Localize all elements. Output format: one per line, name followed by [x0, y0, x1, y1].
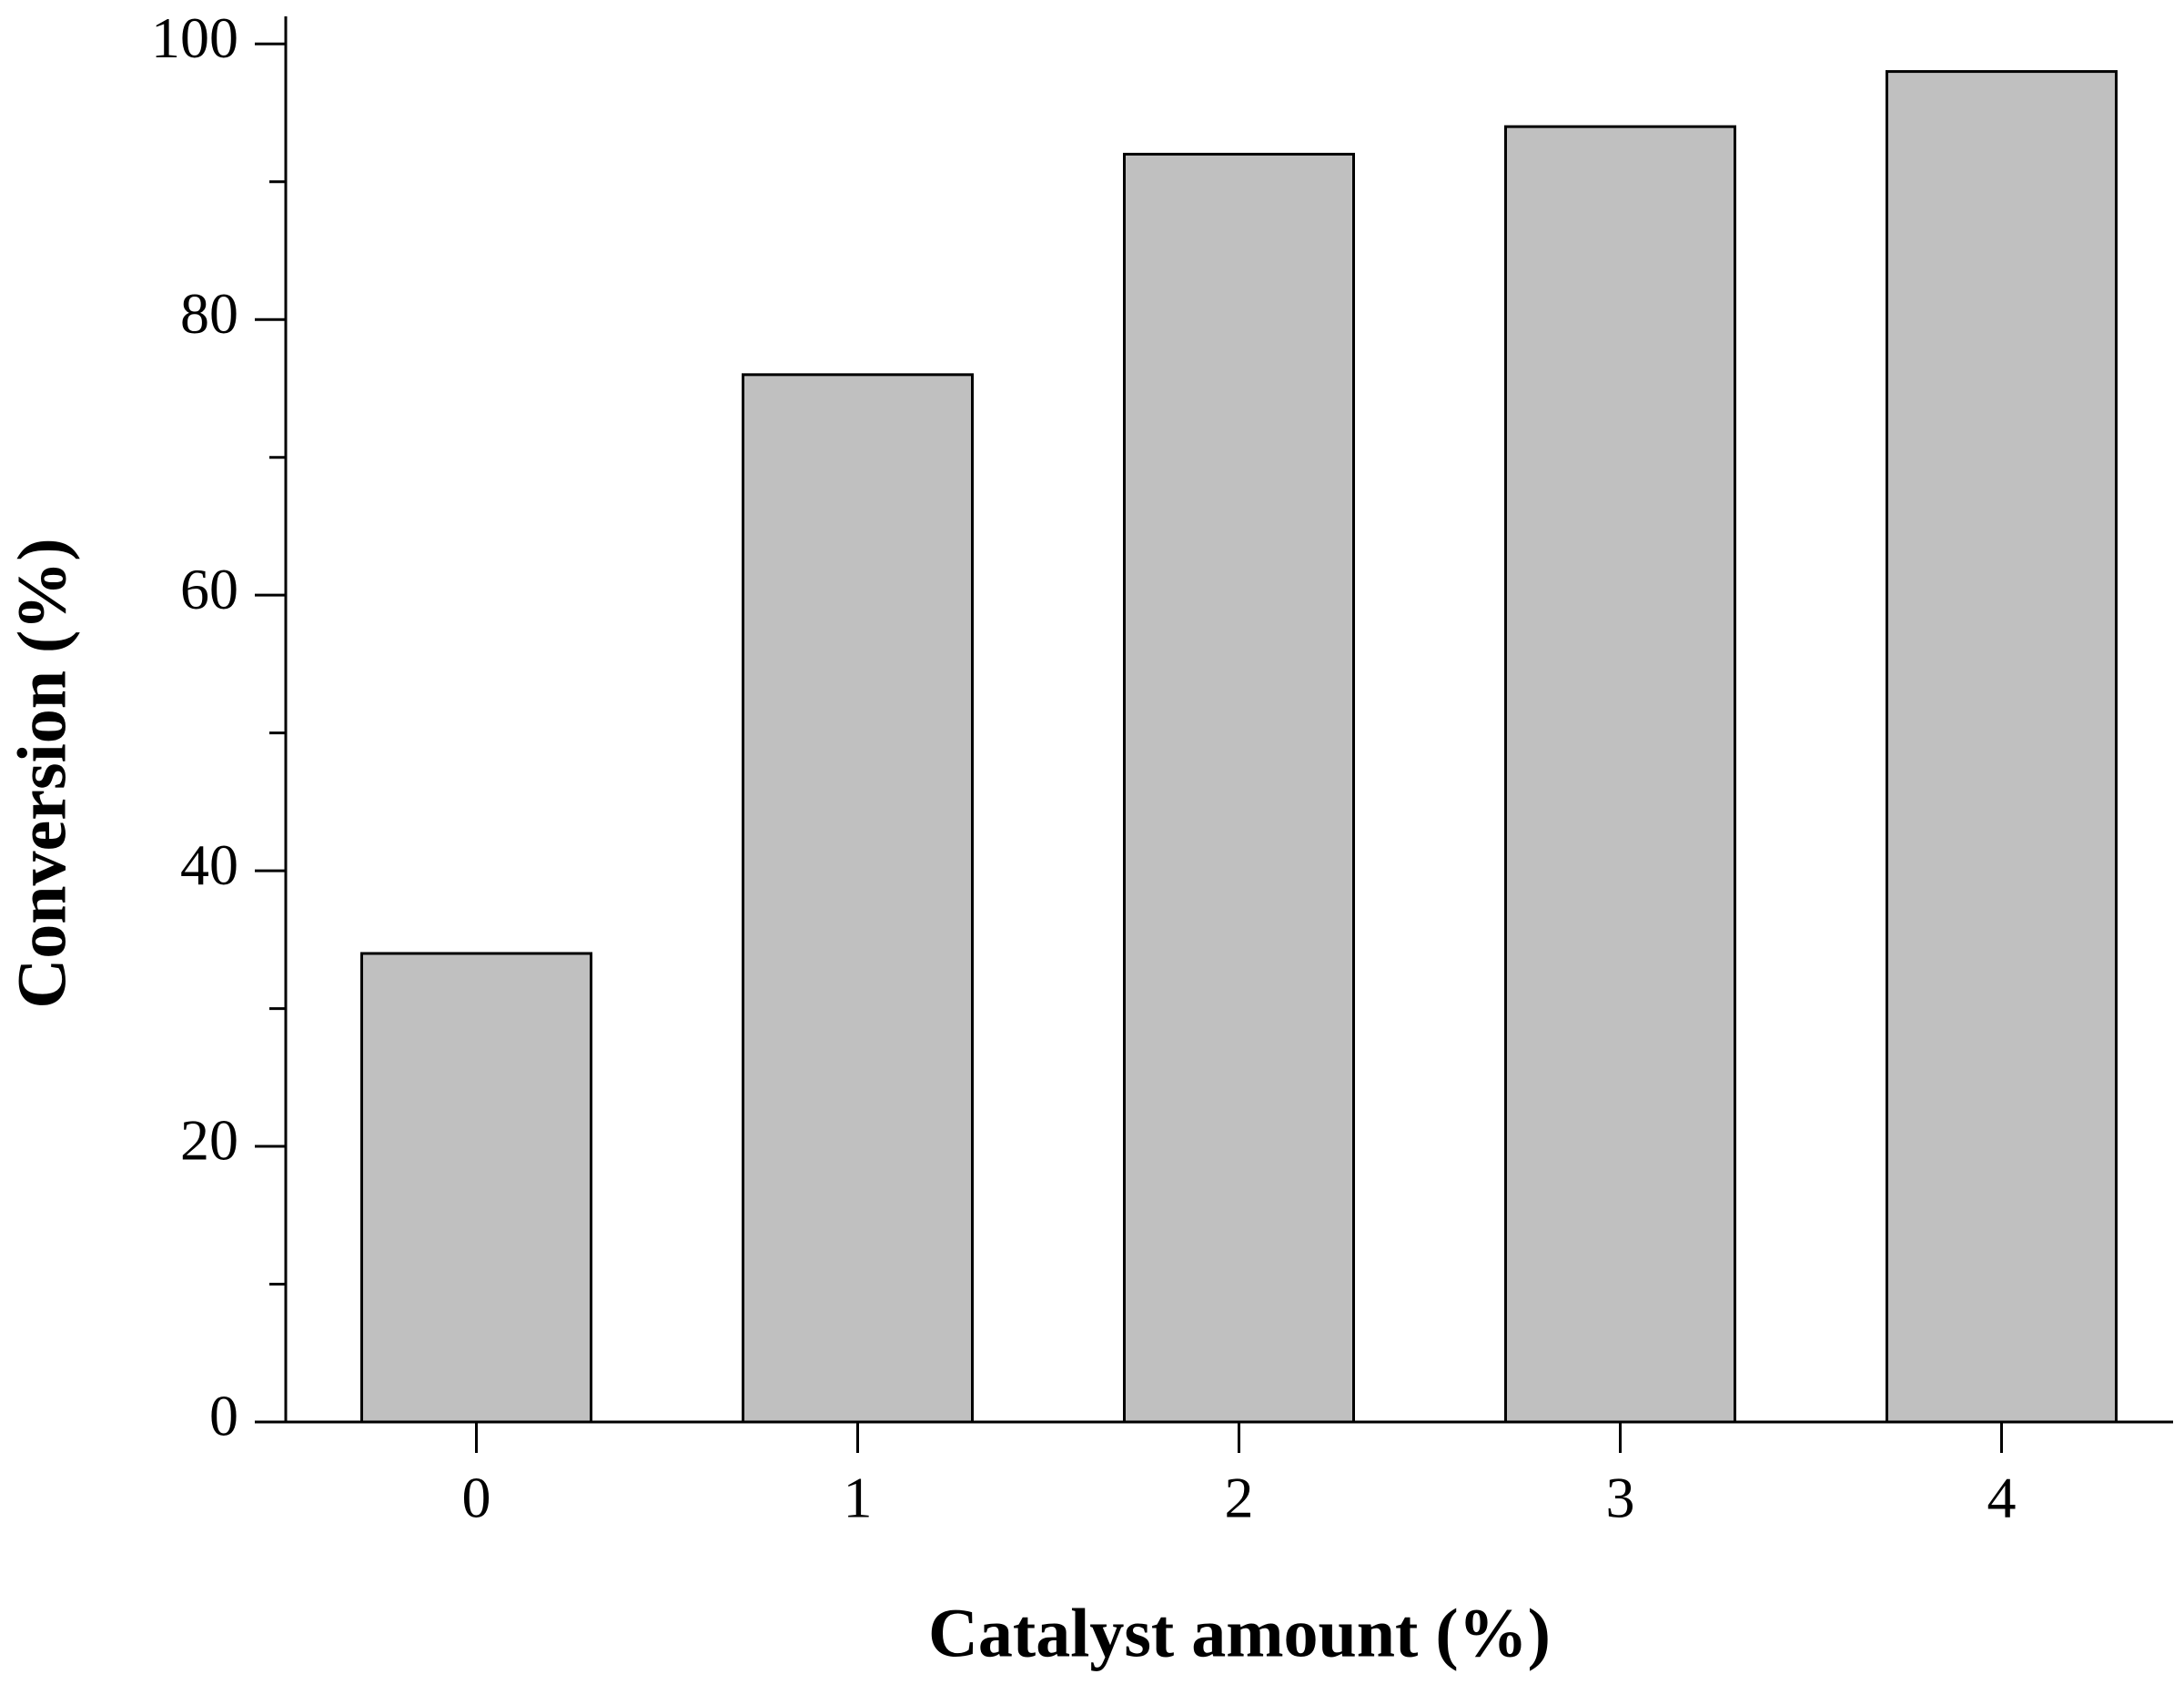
x-tick-label: 0 [462, 1466, 491, 1530]
bar [1886, 70, 2118, 1424]
y-axis-title: Conversion (%) [4, 538, 80, 1008]
bar [1123, 152, 1355, 1424]
x-tick-label: 4 [1987, 1466, 2017, 1530]
x-tick-label: 3 [1606, 1466, 1635, 1530]
bar [1504, 125, 1736, 1424]
y-tick-label: 80 [180, 281, 238, 346]
y-tick-label: 0 [209, 1384, 238, 1448]
x-tick-label: 2 [1225, 1466, 1254, 1530]
y-tick-label: 40 [180, 832, 238, 897]
bar [742, 373, 974, 1424]
x-tick-label: 1 [844, 1466, 873, 1530]
bar [360, 952, 592, 1424]
y-tick-label: 100 [151, 5, 238, 70]
y-tick-label: 60 [180, 557, 238, 621]
y-tick-label: 20 [180, 1108, 238, 1173]
x-axis-title: Catalyst amount (%) [928, 1595, 1551, 1671]
